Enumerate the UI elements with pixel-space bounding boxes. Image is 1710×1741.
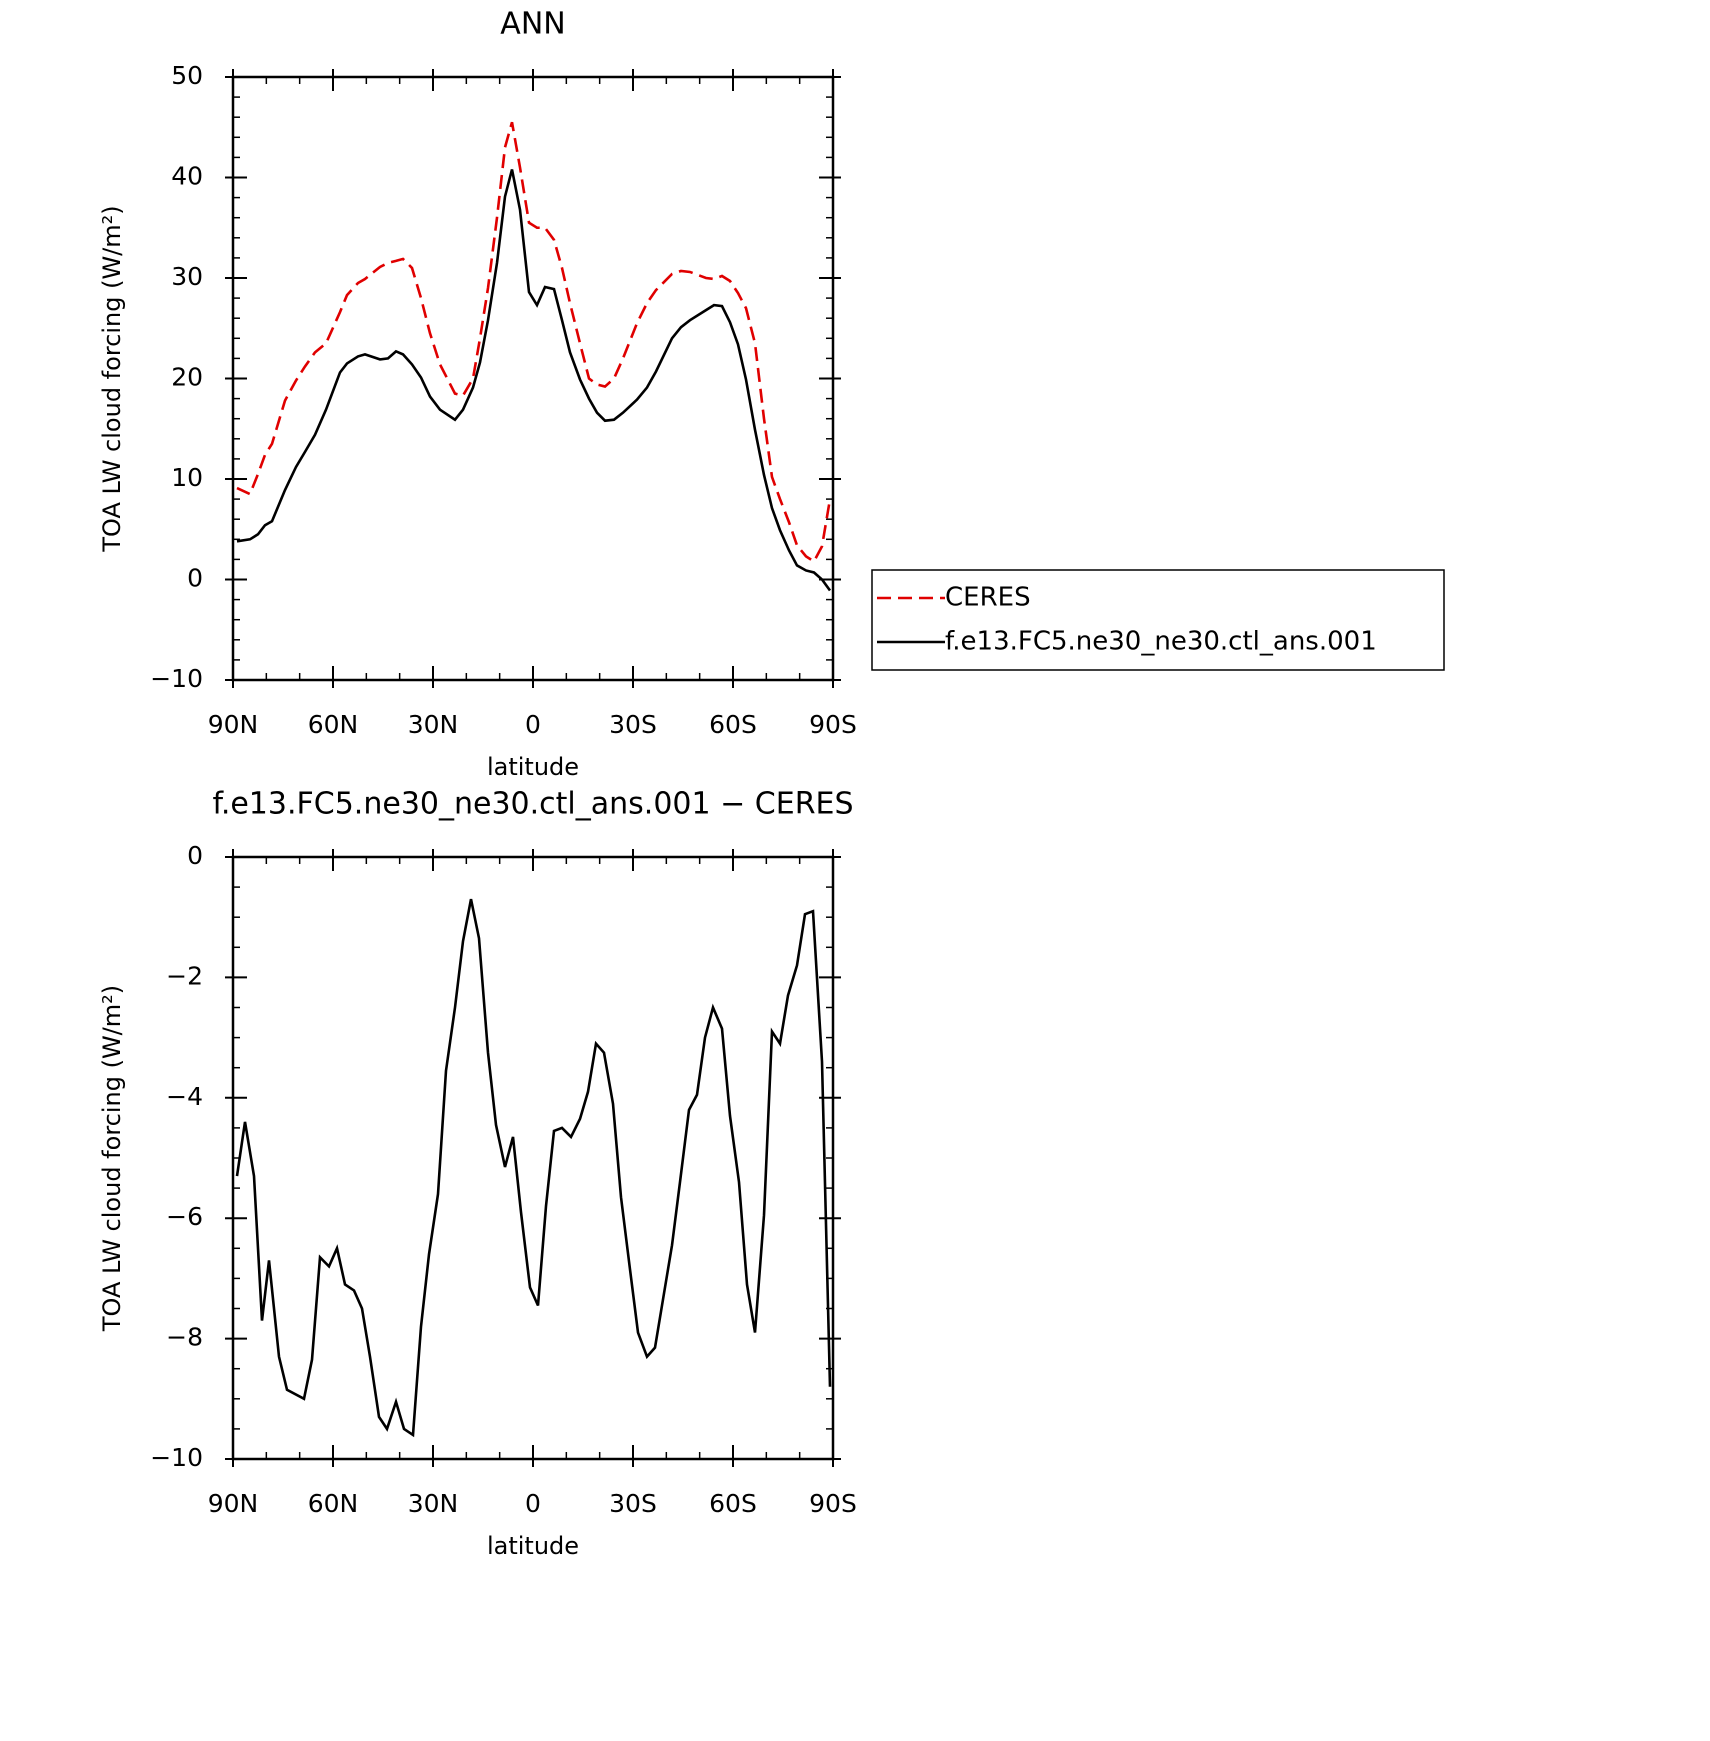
y-tick-label: 20	[171, 363, 203, 392]
x-tick-label: 30S	[609, 710, 657, 739]
y-axis-label: TOA LW cloud forcing (W/m²)	[98, 205, 126, 552]
y-tick-label: −10	[150, 664, 203, 693]
y-tick-label: −2	[166, 961, 203, 990]
y-tick-label: −10	[150, 1443, 203, 1472]
y-tick-label: 10	[171, 463, 203, 492]
data-line	[236, 169, 832, 592]
data-line	[235, 898, 832, 1438]
x-tick-label: 60N	[308, 1489, 359, 1518]
plot-frame	[231, 855, 835, 1461]
x-tick-label: 90S	[809, 1489, 857, 1518]
y-tick-label: 30	[171, 262, 203, 291]
data-line	[236, 121, 832, 564]
y-tick-label: 50	[171, 61, 203, 90]
plot-frame	[231, 75, 835, 682]
x-tick-label: 30N	[408, 1489, 459, 1518]
x-tick-label: 30S	[609, 1489, 657, 1518]
y-tick-label: 40	[171, 162, 203, 191]
chart-title: f.e13.FC5.ne30_ne30.ctl_ans.001 − CERES	[212, 787, 853, 822]
y-tick-label: −6	[166, 1202, 203, 1231]
y-axis-label: TOA LW cloud forcing (W/m²)	[98, 985, 126, 1332]
legend-box	[871, 569, 1445, 671]
x-tick-label: 60S	[709, 1489, 757, 1518]
x-tick-label: 60N	[308, 710, 359, 739]
x-tick-label: 90N	[208, 1489, 259, 1518]
y-tick-label: −4	[166, 1082, 203, 1111]
x-axis-label: latitude	[487, 1532, 579, 1560]
x-tick-label: 60S	[709, 710, 757, 739]
x-tick-label: 30N	[408, 710, 459, 739]
legend-label: f.e13.FC5.ne30_ne30.ctl_ans.001	[945, 627, 1377, 657]
chart-title: ANN	[500, 7, 565, 42]
y-tick-label: −8	[166, 1323, 203, 1352]
x-tick-label: 90N	[208, 710, 259, 739]
y-tick-label: 0	[187, 564, 203, 593]
x-axis-label: latitude	[487, 753, 579, 781]
x-tick-label: 0	[525, 1489, 541, 1518]
x-tick-label: 90S	[809, 710, 857, 739]
legend-label: CERES	[945, 583, 1031, 613]
y-tick-label: 0	[187, 841, 203, 870]
x-tick-label: 0	[525, 710, 541, 739]
